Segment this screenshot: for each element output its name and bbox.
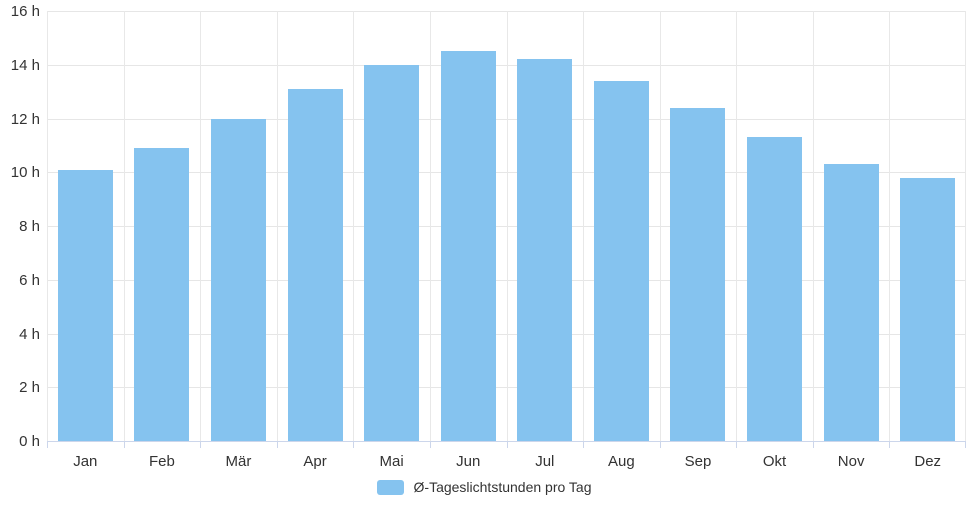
x-axis-tick-10 [812, 441, 814, 448]
bar-jun[interactable] [440, 51, 496, 441]
y-axis-label-16h: 16 h [10, 3, 40, 20]
x-axis-label-jul: Jul [535, 453, 555, 470]
x-axis-tick-3 [276, 441, 278, 448]
x-axis-label-jun: Jun [456, 453, 481, 470]
v-gridline-10 [812, 11, 814, 441]
y-axis-label-14h: 14 h [10, 56, 40, 74]
plot-area [47, 11, 966, 441]
v-gridline-9 [736, 11, 738, 441]
v-gridline-8 [659, 11, 661, 441]
v-gridline-3 [276, 11, 278, 441]
v-gridline-11 [889, 11, 891, 441]
v-gridline-2 [200, 11, 202, 441]
x-axis-label-nov: Nov [837, 453, 865, 470]
bar-mai[interactable] [364, 64, 420, 441]
v-gridline-12 [965, 11, 966, 441]
x-axis-label-mai: Mai [379, 453, 404, 470]
x-axis-tick-6 [506, 441, 508, 448]
x-axis-tick-8 [659, 441, 661, 448]
v-gridline-0 [47, 11, 48, 441]
x-axis-tick-11 [889, 441, 891, 448]
v-gridline-6 [506, 11, 508, 441]
x-axis-label-dez: Dez [914, 453, 942, 470]
bar-dez[interactable] [900, 177, 956, 441]
x-axis-tick-1 [123, 441, 125, 448]
y-axis-label-6h: 6 h [19, 271, 40, 289]
x-axis-tick-9 [736, 441, 738, 448]
bar-mär[interactable] [210, 118, 266, 441]
y-axis-label-2h: 2 h [19, 379, 40, 397]
bar-jan[interactable] [57, 169, 113, 441]
v-gridline-5 [429, 11, 431, 441]
bar-aug[interactable] [593, 80, 649, 441]
x-axis-tick-0 [47, 441, 48, 448]
x-axis-label-okt: Okt [762, 453, 787, 470]
x-axis-label-apr: Apr [303, 453, 327, 470]
v-gridline-4 [353, 11, 355, 441]
bar-nov[interactable] [823, 164, 879, 441]
bar-apr[interactable] [287, 88, 343, 441]
x-axis-tick-12 [965, 441, 966, 448]
bar-feb[interactable] [134, 148, 190, 441]
bar-sep[interactable] [670, 107, 726, 441]
x-axis-tick-2 [200, 441, 202, 448]
x-axis-label-jan: Jan [73, 453, 98, 470]
legend-label: Ø-Tageslichtstunden pro Tag [413, 479, 592, 495]
legend-swatch [376, 479, 404, 495]
bar-jul[interactable] [517, 59, 573, 441]
x-axis-label-feb: Feb [148, 453, 175, 470]
x-axis-label-sep: Sep [684, 453, 712, 470]
x-axis-tick-4 [353, 441, 355, 448]
y-axis-label-12h: 12 h [10, 110, 40, 128]
bar-okt[interactable] [747, 137, 803, 441]
y-axis-label-8h: 8 h [19, 218, 40, 235]
x-axis-label-aug: Aug [608, 453, 635, 470]
legend-item[interactable]: Ø-Tageslichtstunden pro Tag [0, 479, 968, 495]
x-axis-tick-5 [429, 441, 431, 448]
y-axis-label-10h: 10 h [10, 164, 40, 182]
v-gridline-7 [583, 11, 585, 441]
y-axis-label-4h: 4 h [19, 325, 40, 343]
y-axis-label-0h: 0 h [19, 433, 40, 450]
x-axis-tick-7 [583, 441, 585, 448]
v-gridline-1 [123, 11, 125, 441]
x-axis-label-mär: Mär [225, 453, 252, 470]
